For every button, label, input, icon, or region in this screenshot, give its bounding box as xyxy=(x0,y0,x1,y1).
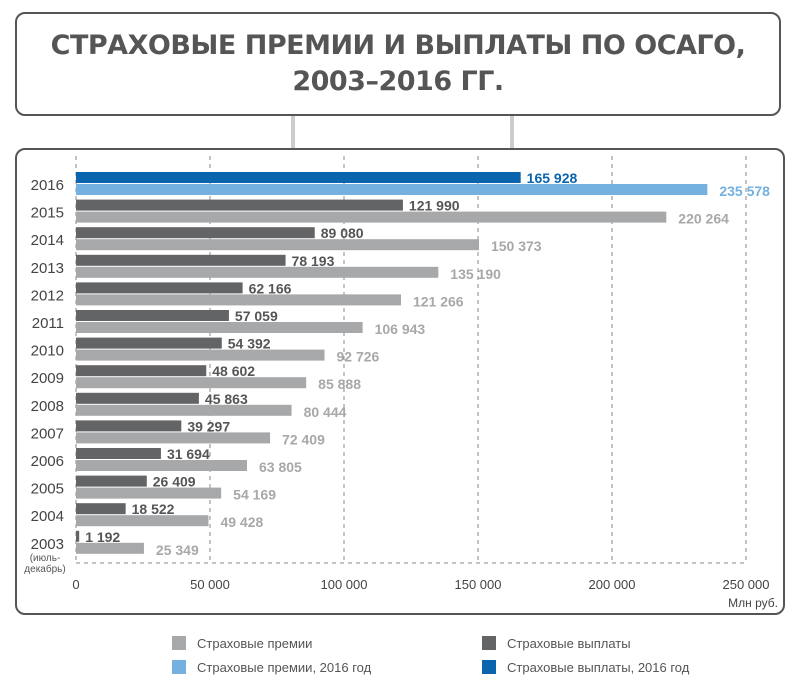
bar-premiums-2010 xyxy=(76,349,325,361)
y-category-label: 2016 xyxy=(31,177,64,194)
y-category-label: 2015 xyxy=(31,205,64,222)
bar-payouts-2007 xyxy=(76,420,182,432)
x-tick-label: 100 000 xyxy=(321,577,368,592)
legend-swatch-payouts-2016 xyxy=(482,660,496,674)
chart-frame xyxy=(15,148,785,615)
data-label-payouts-2005: 26 409 xyxy=(153,474,196,490)
data-label-premiums-2016: 235 578 xyxy=(719,183,770,199)
bar-payouts-2011 xyxy=(76,310,229,321)
bar-premiums-2011 xyxy=(76,322,363,333)
bar-premiums-2013 xyxy=(76,266,439,278)
bar-payouts-2013 xyxy=(76,254,286,266)
data-label-premiums-2009: 85 888 xyxy=(318,376,361,392)
x-tick-label: 250 000 xyxy=(723,577,770,592)
data-label-premiums-2005: 54 169 xyxy=(233,487,276,503)
chart-title: СТРАХОВЫЕ ПРЕМИИ И ВЫПЛАТЫ ПО ОСАГО, 200… xyxy=(50,30,746,97)
bar-payouts-2014 xyxy=(76,227,315,239)
data-label-payouts-2014: 89 080 xyxy=(321,225,364,241)
legend-swatch-premiums xyxy=(172,636,186,650)
bar-premiums-2008 xyxy=(76,404,292,416)
data-label-premiums-2008: 80 444 xyxy=(304,404,347,420)
bar-premiums-2016 xyxy=(76,184,708,195)
bar-premiums-2015 xyxy=(76,211,667,223)
data-label-payouts-2004: 18 522 xyxy=(132,501,175,517)
bar-payouts-2006 xyxy=(76,448,161,459)
bar-payouts-2004 xyxy=(76,503,126,515)
y-category-label: 2003 xyxy=(31,536,64,553)
bar-premiums-2012 xyxy=(76,294,401,306)
x-tick-label: 50 000 xyxy=(190,577,230,592)
data-label-premiums-2010: 92 726 xyxy=(337,349,380,365)
data-label-premiums-2015: 220 264 xyxy=(678,211,729,227)
connector xyxy=(291,116,295,150)
bar-premiums-2006 xyxy=(76,460,247,471)
y-category-label: 2008 xyxy=(31,398,64,415)
y-category-label: 2010 xyxy=(31,343,64,360)
bar-payouts-2008 xyxy=(76,392,199,404)
data-label-payouts-2006: 31 694 xyxy=(167,446,210,462)
y-category-label: 2005 xyxy=(31,481,64,498)
connector xyxy=(510,116,514,150)
y-category-label: 2013 xyxy=(31,260,64,277)
y-category-label: 2012 xyxy=(31,287,64,304)
data-label-premiums-2012: 121 266 xyxy=(413,293,464,309)
legend-payouts: Страховые выплаты xyxy=(507,636,631,651)
y-category-note: (июль- xyxy=(30,553,61,564)
y-category-label: 2007 xyxy=(31,425,64,442)
bar-premiums-2004 xyxy=(76,515,209,527)
data-label-payouts-2012: 62 166 xyxy=(249,280,292,296)
y-category-label: 2006 xyxy=(31,453,64,470)
data-label-premiums-2011: 106 943 xyxy=(375,321,426,337)
x-tick-label: 150 000 xyxy=(455,577,502,592)
bar-payouts-2009 xyxy=(76,365,207,377)
data-label-payouts-2015: 121 990 xyxy=(409,198,460,214)
data-label-payouts-2003: 1 192 xyxy=(85,529,120,545)
legend-payouts-2016: Страховые выплаты, 2016 год xyxy=(507,660,690,675)
data-label-payouts-2009: 48 602 xyxy=(212,363,255,379)
legend-premiums: Страховые премии xyxy=(197,636,313,651)
bar-payouts-2005 xyxy=(76,475,147,487)
y-category-label: 2004 xyxy=(31,508,64,525)
data-label-premiums-2006: 63 805 xyxy=(259,459,302,475)
bar-premiums-2003 xyxy=(76,542,144,554)
x-axis-label: Млн руб. xyxy=(728,596,778,610)
data-label-premiums-2004: 49 428 xyxy=(220,514,263,530)
bar-premiums-2009 xyxy=(76,377,307,389)
x-tick-label: 200 000 xyxy=(589,577,636,592)
bar-premiums-2005 xyxy=(76,487,222,499)
legend-premiums-2016: Страховые премии, 2016 год xyxy=(197,660,372,675)
data-label-payouts-2010: 54 392 xyxy=(228,336,271,352)
y-category-label: 2014 xyxy=(31,232,64,249)
bar-payouts-2015 xyxy=(76,199,403,211)
data-label-premiums-2014: 150 373 xyxy=(491,238,542,254)
x-tick-label: 0 xyxy=(72,577,79,592)
data-label-payouts-2013: 78 193 xyxy=(292,253,335,269)
bar-payouts-2016 xyxy=(76,172,521,183)
bar-premiums-2007 xyxy=(76,432,271,444)
bar-payouts-2003 xyxy=(76,530,80,542)
legend-swatch-premiums-2016 xyxy=(172,660,186,674)
legend-swatch-payouts xyxy=(482,636,496,650)
data-label-payouts-2007: 39 297 xyxy=(187,418,230,434)
bar-premiums-2014 xyxy=(76,239,479,251)
data-label-payouts-2008: 45 863 xyxy=(205,391,248,407)
bar-payouts-2010 xyxy=(76,337,222,349)
data-label-payouts-2011: 57 059 xyxy=(235,308,278,324)
data-label-payouts-2016: 165 928 xyxy=(527,170,578,186)
y-category-label: 2009 xyxy=(31,370,64,387)
data-label-premiums-2007: 72 409 xyxy=(282,431,325,447)
title-box: СТРАХОВЫЕ ПРЕМИИ И ВЫПЛАТЫ ПО ОСАГО, 200… xyxy=(15,12,781,116)
bar-payouts-2012 xyxy=(76,282,243,294)
y-category-note: декабрь) xyxy=(24,563,65,575)
data-label-premiums-2003: 25 349 xyxy=(156,542,199,558)
y-category-label: 2011 xyxy=(32,315,64,332)
data-label-premiums-2013: 135 190 xyxy=(450,266,501,282)
